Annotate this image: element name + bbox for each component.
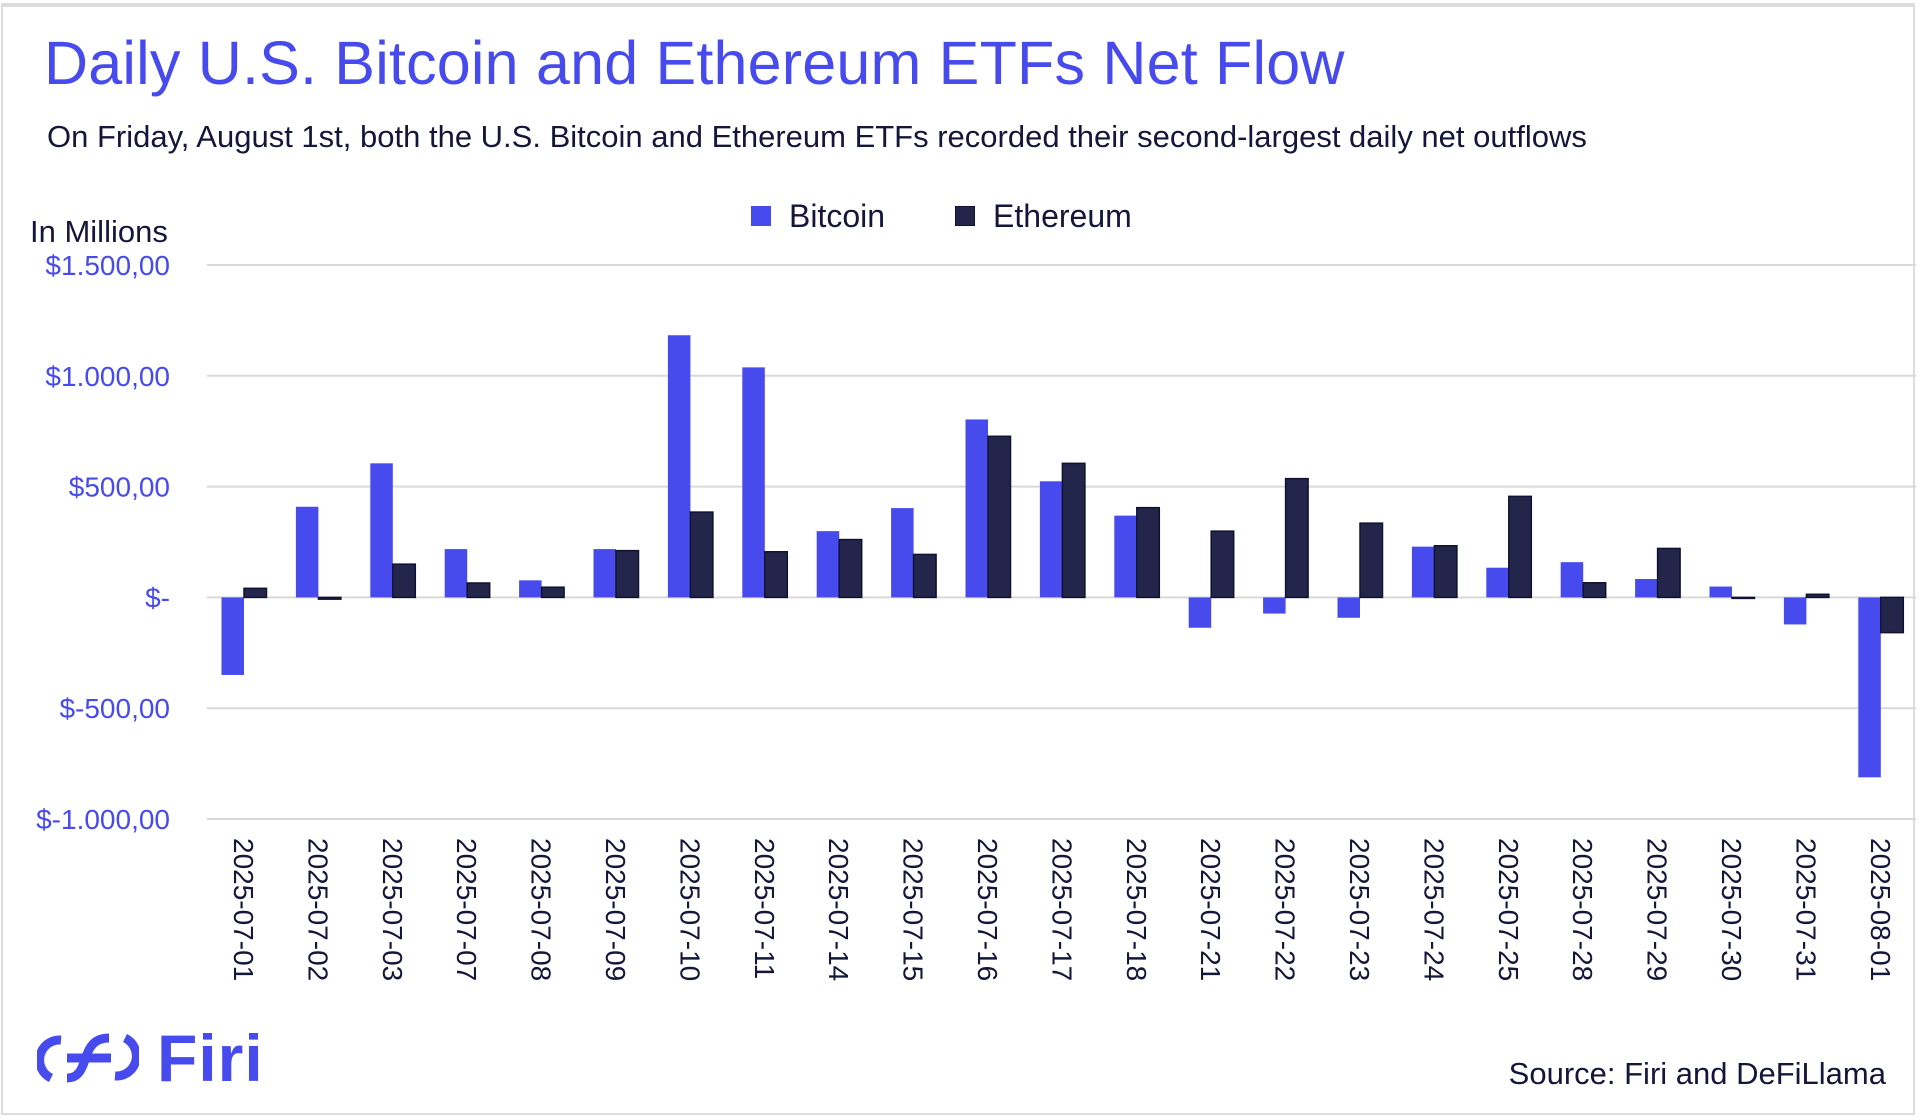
bar-bitcoin-2025-07-31 (1783, 597, 1807, 625)
bar-bitcoin-2025-07-25 (1486, 567, 1509, 598)
x-tick-label: 2025-07-10 (674, 838, 705, 981)
x-tick-label: 2025-07-16 (972, 838, 1003, 981)
bar-bitcoin-2025-07-11 (742, 367, 765, 598)
chart-subtitle: On Friday, August 1st, both the U.S. Bit… (47, 119, 1587, 154)
y-tick-label: $1.000,00 (45, 361, 170, 392)
x-tick-label: 2025-07-29 (1642, 838, 1673, 981)
legend-swatch-bitcoin (751, 206, 771, 226)
y-tick-label: $500,00 (69, 472, 170, 503)
x-tick-label: 2025-07-08 (526, 838, 557, 981)
bar-ethereum-2025-07-10 (689, 511, 714, 599)
legend-item-bitcoin: Bitcoin (751, 198, 885, 235)
bar-ethereum-2025-07-21 (1210, 530, 1235, 599)
bar-ethereum-2025-07-11 (764, 551, 789, 599)
bar-ethereum-2025-07-31 (1805, 593, 1830, 599)
bar-bitcoin-2025-07-09 (593, 549, 616, 598)
chart-title: Daily U.S. Bitcoin and Ethereum ETFs Net… (44, 29, 1345, 97)
legend-label-ethereum: Ethereum (993, 197, 1132, 234)
bar-bitcoin-2025-07-17 (1039, 481, 1063, 598)
bar-bitcoin-2025-07-10 (667, 335, 691, 598)
x-tick-label: 2025-07-18 (1121, 838, 1152, 981)
bar-bitcoin-2025-07-08 (519, 580, 542, 598)
y-tick-label: $-500,00 (59, 693, 170, 724)
bar-bitcoin-2025-07-03 (370, 463, 393, 598)
bar-bitcoin-2025-07-16 (965, 419, 988, 598)
legend-item-ethereum: Ethereum (955, 198, 1132, 235)
bar-bitcoin-2025-07-29 (1635, 579, 1658, 598)
x-tick-label: 2025-07-22 (1270, 838, 1301, 981)
x-tick-label: 2025-08-01 (1865, 838, 1896, 981)
bar-bitcoin-2025-07-21 (1188, 597, 1212, 628)
bars (221, 335, 1905, 778)
bar-bitcoin-2025-07-24 (1411, 546, 1435, 598)
legend-swatch-ethereum (955, 206, 976, 226)
bar-ethereum-2025-07-09 (615, 549, 640, 599)
x-tick-label: 2025-07-01 (228, 838, 259, 981)
bar-ethereum-2025-07-22 (1284, 477, 1309, 599)
x-tick-label: 2025-07-24 (1418, 838, 1449, 981)
x-axis-tick-labels: 2025-07-01 2025-07-02 2025-07-03 2025-07-07… (228, 838, 1896, 981)
bar-bitcoin-2025-07-02 (295, 506, 319, 598)
x-tick-label: 2025-07-11 (749, 838, 780, 979)
bar-ethereum-2025-07-08 (540, 586, 565, 599)
x-tick-label: 2025-07-28 (1567, 838, 1598, 981)
y-axis-unit-label: In Millions (30, 214, 168, 249)
bar-bitcoin-2025-07-15 (891, 508, 914, 598)
bar-ethereum-2025-07-29 (1656, 547, 1681, 599)
y-tick-label: $-1.000,00 (36, 804, 170, 835)
bar-ethereum-2025-07-17 (1061, 462, 1086, 599)
bar-ethereum-2025-07-28 (1582, 582, 1607, 599)
legend: Bitcoin Ethereum (751, 198, 1202, 234)
legend-label-bitcoin: Bitcoin (789, 197, 886, 234)
x-tick-label: 2025-07-02 (302, 838, 333, 981)
x-tick-label: 2025-07-15 (898, 838, 929, 981)
bar-bitcoin-2025-07-07 (444, 549, 468, 598)
bar-bitcoin-2025-07-23 (1337, 597, 1360, 618)
x-tick-label: 2025-07-03 (377, 838, 408, 981)
firi-logo: Firi (37, 1021, 264, 1095)
x-tick-label: 2025-07-07 (451, 838, 482, 981)
x-tick-label: 2025-07-25 (1493, 838, 1524, 981)
x-tick-label: 2025-07-14 (823, 838, 854, 981)
x-tick-label: 2025-07-31 (1790, 838, 1821, 981)
bar-bitcoin-2025-08-01 (1858, 597, 1881, 778)
bar-bitcoin-2025-07-14 (816, 531, 840, 598)
firi-logo-text: Firi (157, 1021, 264, 1095)
bar-ethereum-2025-07-14 (838, 538, 863, 599)
firi-logo-icon (37, 1033, 139, 1083)
x-tick-label: 2025-07-23 (1344, 838, 1375, 981)
x-tick-label: 2025-07-17 (1046, 838, 1077, 981)
bar-ethereum-2025-07-25 (1508, 495, 1533, 599)
chart-card (1, 3, 1915, 1115)
bar-bitcoin-2025-07-28 (1560, 562, 1584, 598)
y-tick-label: $1.500,00 (45, 250, 170, 281)
bar-ethereum-2025-07-18 (1136, 506, 1161, 599)
x-tick-label: 2025-07-30 (1716, 838, 1747, 981)
bar-ethereum-2025-07-23 (1359, 522, 1384, 599)
y-tick-label: $- (145, 582, 170, 613)
bar-bitcoin-2025-07-30 (1709, 586, 1732, 598)
bar-bitcoin-2025-07-01 (221, 597, 244, 675)
bar-bitcoin-2025-07-18 (1114, 515, 1137, 598)
bar-ethereum-2025-07-02 (317, 596, 342, 600)
bar-ethereum-2025-07-07 (466, 582, 491, 599)
bar-bitcoin-2025-07-22 (1263, 597, 1286, 614)
bar-ethereum-2025-07-15 (912, 553, 937, 599)
bar-ethereum-2025-08-01 (1880, 596, 1905, 634)
bar-ethereum-2025-07-24 (1433, 545, 1458, 599)
bar-ethereum-2025-07-01 (243, 587, 268, 599)
bar-ethereum-2025-07-30 (1731, 596, 1756, 600)
x-tick-label: 2025-07-09 (600, 838, 631, 981)
y-axis-tick-labels: $1.500,00 $1.000,00 $500,00 $- $-500,00 $-1.0… (36, 250, 170, 835)
x-tick-label: 2025-07-21 (1195, 838, 1226, 981)
bar-ethereum-2025-07-16 (987, 435, 1012, 599)
bar-ethereum-2025-07-03 (392, 563, 417, 599)
source-note: Source: Firi and DeFiLlama (1508, 1056, 1886, 1091)
